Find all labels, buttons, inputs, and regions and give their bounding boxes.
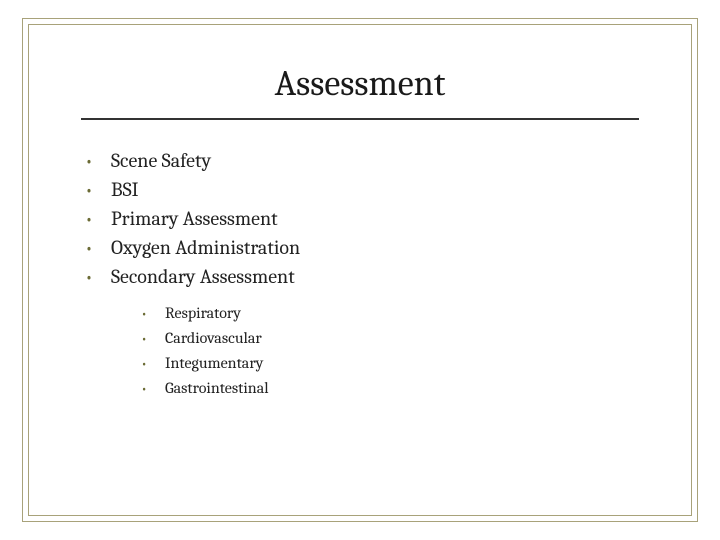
slide-title: Assessment xyxy=(77,63,643,104)
bullet-icon: • xyxy=(141,378,165,400)
bullet-icon: • xyxy=(141,328,165,350)
list-item-label: Secondary Assessment xyxy=(111,262,295,291)
bullet-icon: • xyxy=(85,178,111,204)
list-item-label: Oxygen Administration xyxy=(111,233,300,262)
list-item-label: Integumentary xyxy=(165,351,263,376)
bullet-icon: • xyxy=(85,149,111,175)
main-bullet-list: • Scene Safety • BSI • Primary Assessmen… xyxy=(77,146,643,291)
list-item: • Secondary Assessment xyxy=(85,262,643,291)
bullet-icon: • xyxy=(85,236,111,262)
bullet-icon: • xyxy=(141,353,165,375)
list-item-label: Respiratory xyxy=(165,301,241,326)
list-item-label: Primary Assessment xyxy=(111,204,278,233)
title-divider xyxy=(81,118,639,120)
list-item: • Integumentary xyxy=(141,351,643,376)
slide-inner-frame: Assessment • Scene Safety • BSI • Primar… xyxy=(28,24,692,516)
list-item-label: Scene Safety xyxy=(111,146,211,175)
list-item: • Oxygen Administration xyxy=(85,233,643,262)
bullet-icon: • xyxy=(85,207,111,233)
bullet-icon: • xyxy=(141,303,165,325)
list-item-label: Cardiovascular xyxy=(165,326,262,351)
bullet-icon: • xyxy=(85,265,111,291)
list-item: • Cardiovascular xyxy=(141,326,643,351)
list-item: • Respiratory xyxy=(141,301,643,326)
list-item: • Gastrointestinal xyxy=(141,376,643,401)
sub-bullet-list: • Respiratory • Cardiovascular • Integum… xyxy=(77,301,643,400)
list-item-label: Gastrointestinal xyxy=(165,376,269,401)
list-item-label: BSI xyxy=(111,175,139,204)
list-item: • Primary Assessment xyxy=(85,204,643,233)
list-item: • Scene Safety xyxy=(85,146,643,175)
list-item: • BSI xyxy=(85,175,643,204)
